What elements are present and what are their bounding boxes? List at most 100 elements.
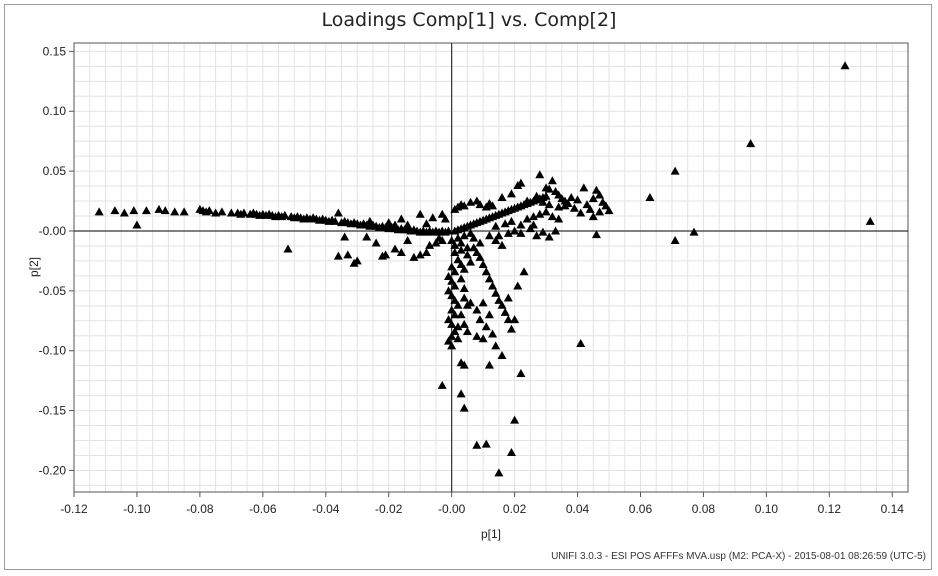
data-point [538, 227, 548, 236]
data-point [478, 298, 488, 307]
data-point [516, 178, 526, 187]
data-point [447, 305, 457, 314]
data-point [384, 218, 394, 227]
data-point [491, 236, 501, 245]
y-tick-label: -0.10 [39, 344, 67, 358]
data-point [154, 204, 164, 213]
data-point [456, 245, 466, 254]
data-point [450, 327, 460, 336]
data-point [535, 209, 545, 218]
data-point [840, 61, 850, 70]
data-point [670, 166, 680, 175]
data-point [440, 214, 450, 223]
data-point [497, 351, 507, 360]
data-point [459, 264, 469, 273]
data-point [469, 233, 479, 242]
data-point [494, 231, 504, 240]
data-point [456, 310, 466, 319]
x-tick-label: -0.10 [123, 502, 151, 516]
data-point [459, 201, 469, 210]
data-point [494, 468, 504, 477]
data-point [522, 214, 532, 223]
chart-frame [4, 4, 932, 570]
data-point [689, 227, 699, 236]
data-point [547, 176, 557, 185]
data-point [510, 415, 520, 424]
y-tick-label: -0.00 [39, 224, 67, 238]
data-point [585, 204, 595, 213]
data-point [409, 252, 419, 261]
data-point [491, 341, 501, 350]
data-point [459, 319, 469, 328]
data-point [506, 216, 516, 225]
data-point [513, 281, 523, 290]
data-point [475, 238, 485, 247]
x-tick-label: -0.08 [186, 502, 214, 516]
data-point [528, 220, 538, 229]
data-point [403, 220, 413, 229]
data-point [447, 341, 457, 350]
data-point [591, 185, 601, 194]
data-point [478, 334, 488, 343]
data-point [352, 256, 362, 265]
data-point [110, 206, 120, 215]
chart-title: Loadings Comp[1] vs. Comp[2] [321, 9, 617, 31]
data-point [481, 439, 491, 448]
data-point [444, 286, 454, 295]
data-point [510, 226, 520, 235]
data-point [403, 236, 413, 245]
data-point [447, 276, 457, 285]
data-point [396, 248, 406, 257]
data-point [421, 248, 431, 257]
y-tick-label: -0.05 [39, 284, 67, 298]
data-point [506, 189, 516, 198]
y-tick-label: -0.15 [39, 404, 67, 418]
data-point [645, 192, 655, 201]
data-point [506, 447, 516, 456]
data-point [425, 240, 435, 249]
data-point [506, 324, 516, 333]
footer-note: UNIFI 3.0.3 - ESI POS AFFFs MVA.usp (M2:… [551, 551, 926, 562]
data-point [746, 139, 756, 148]
grid-lines [73, 43, 909, 492]
x-axis-title: p[1] [481, 527, 501, 541]
data-point [516, 368, 526, 377]
data-point [488, 281, 498, 290]
data-point [129, 206, 139, 215]
data-point [444, 336, 454, 345]
data-point [588, 212, 598, 221]
data-point [333, 251, 343, 260]
x-tick-label: 0.08 [692, 502, 716, 516]
data-point [488, 201, 498, 210]
data-point [472, 331, 482, 340]
x-tick-label: -0.04 [312, 502, 340, 516]
data-point [576, 208, 586, 217]
data-point [472, 440, 482, 449]
data-point [132, 220, 142, 229]
data-points [94, 61, 875, 477]
data-point [595, 190, 605, 199]
data-point [239, 208, 249, 217]
data-point [551, 226, 561, 235]
x-tick-label: 0.10 [755, 502, 779, 516]
data-point [475, 252, 485, 261]
x-tick-label: 0.02 [503, 502, 527, 516]
data-point [497, 300, 507, 309]
data-point [421, 219, 431, 228]
data-point [456, 238, 466, 247]
data-point [437, 236, 447, 245]
data-point [544, 184, 554, 193]
data-point [343, 250, 353, 259]
data-point [450, 295, 460, 304]
data-point [554, 214, 564, 223]
data-point [494, 295, 504, 304]
data-point [450, 310, 460, 319]
data-point [330, 216, 340, 225]
y-axis-title: p[2] [27, 257, 41, 277]
data-point [475, 200, 485, 209]
data-point [516, 228, 526, 237]
data-point [459, 283, 469, 292]
data-point [371, 238, 381, 247]
x-tick-label: 0.12 [818, 502, 842, 516]
